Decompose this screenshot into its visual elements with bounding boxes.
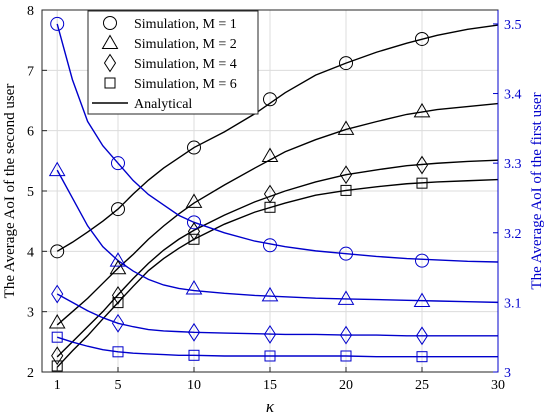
data-point-right-square xyxy=(112,346,124,358)
right-axis-ticks: 3 3.1 3.2 3.3 3.4 3.5 xyxy=(493,10,522,381)
right-tick-label: 3 xyxy=(504,366,511,381)
x-tick-label: 25 xyxy=(415,378,429,393)
left-axis-ticks: 2 3 4 5 6 7 8 xyxy=(27,4,47,381)
left-tick-label: 2 xyxy=(27,366,34,381)
data-point-left-circle xyxy=(111,202,125,217)
data-point-right-diamond xyxy=(339,325,353,345)
data-point-right-triangle xyxy=(337,290,355,305)
right-axis-label: The Average AoI of the first user xyxy=(529,92,545,289)
data-point-right-circle xyxy=(50,16,65,31)
data-point-left-circle xyxy=(415,31,429,46)
data-point-left-triangle xyxy=(109,259,127,275)
series-line-right-diamond xyxy=(56,293,498,337)
series-line-left-circle xyxy=(56,24,499,252)
data-point-right-triangle xyxy=(413,292,431,307)
data-point-left-diamond xyxy=(51,346,64,366)
right-tick-label: 3.1 xyxy=(504,296,522,311)
data-point-right-diamond xyxy=(51,284,64,304)
data-point-left-circle xyxy=(263,92,277,107)
x-tick-label: 15 xyxy=(263,378,277,393)
data-point-left-diamond xyxy=(415,155,429,175)
data-point-right-diamond xyxy=(263,324,277,344)
data-point-right-triangle xyxy=(261,286,279,302)
right-tick-label: 3.3 xyxy=(504,157,522,172)
data-point-left-diamond xyxy=(187,222,201,241)
series-lines xyxy=(56,23,499,368)
data-point-left-triangle xyxy=(48,314,66,329)
left-tick-label: 4 xyxy=(27,245,34,260)
series-line-right-circle xyxy=(56,23,499,263)
data-point-right-circle xyxy=(111,156,125,171)
series-line-left-square xyxy=(56,178,499,368)
left-tick-label: 3 xyxy=(27,306,34,321)
data-point-left-triangle xyxy=(261,147,279,163)
data-point-left-diamond xyxy=(111,285,125,305)
legend-entry-label: Analytical xyxy=(134,97,192,112)
left-tick-label: 5 xyxy=(27,185,34,200)
data-point-right-circle xyxy=(415,253,429,268)
legend-entry-label: Simulation, M = 6 xyxy=(134,77,237,92)
data-point-left-square xyxy=(264,201,276,213)
x-axis-ticks: 1 5 10 15 20 25 30 xyxy=(54,367,505,393)
x-tick-label: 5 xyxy=(115,378,122,393)
data-point-right-triangle xyxy=(109,252,127,267)
data-point-left-circle xyxy=(187,140,201,155)
left-tick-label: 6 xyxy=(27,125,34,140)
right-tick-label: 3.5 xyxy=(504,18,522,33)
data-point-left-triangle xyxy=(185,193,203,208)
data-point-right-circle xyxy=(263,238,277,253)
legend-swatch-circle xyxy=(103,16,117,30)
data-point-left-diamond xyxy=(339,165,353,185)
legend-swatch-square xyxy=(104,77,116,89)
data-point-left-square xyxy=(112,297,124,309)
data-point-left-square xyxy=(188,233,200,245)
data-point-right-circle xyxy=(187,215,201,230)
data-point-right-square xyxy=(188,349,200,361)
legend-entry-label: Simulation, M = 4 xyxy=(134,57,237,72)
x-tick-label: 30 xyxy=(491,378,505,393)
right-tick-label: 3.2 xyxy=(504,227,522,242)
data-point-right-diamond xyxy=(111,313,125,333)
series-line-left-triangle xyxy=(56,102,499,326)
series-line-right-triangle xyxy=(56,169,499,304)
data-point-left-circle xyxy=(339,56,353,71)
legend-entry-label: Simulation, M = 2 xyxy=(134,37,237,52)
data-point-right-diamond xyxy=(187,322,201,342)
x-tick-label: 1 xyxy=(54,378,61,393)
left-tick-label: 7 xyxy=(27,64,34,79)
legend-swatch-triangle xyxy=(101,34,119,49)
data-point-left-circle xyxy=(50,244,65,259)
legend-box xyxy=(87,10,259,115)
data-point-left-square xyxy=(416,177,428,189)
data-point-right-square xyxy=(51,331,63,343)
legend-swatch-diamond xyxy=(103,53,117,73)
x-axis-label: κ xyxy=(266,397,275,416)
data-point-right-triangle xyxy=(185,279,203,295)
legend-entry-label: Simulation, M = 1 xyxy=(134,17,237,32)
series-markers xyxy=(48,16,431,372)
left-tick-label: 8 xyxy=(27,4,34,19)
data-point-left-triangle xyxy=(337,120,355,135)
legend: Simulation, M = 1 Simulation, M = 2 Simula… xyxy=(87,10,259,115)
right-tick-label: 3.4 xyxy=(504,88,522,103)
x-tick-label: 10 xyxy=(187,378,201,393)
data-point-right-triangle xyxy=(48,161,66,177)
data-point-right-square xyxy=(416,351,428,363)
data-point-right-diamond xyxy=(415,326,429,346)
data-point-right-square xyxy=(340,350,352,362)
left-axis-label: The Average AoI of the second user xyxy=(2,84,18,299)
data-point-right-circle xyxy=(339,246,353,261)
x-tick-label: 20 xyxy=(339,378,353,393)
data-point-left-square xyxy=(340,184,352,196)
series-line-left-diamond xyxy=(56,159,499,358)
data-point-left-triangle xyxy=(413,102,431,118)
data-point-right-square xyxy=(264,350,276,362)
series-line-right-square xyxy=(56,336,498,358)
